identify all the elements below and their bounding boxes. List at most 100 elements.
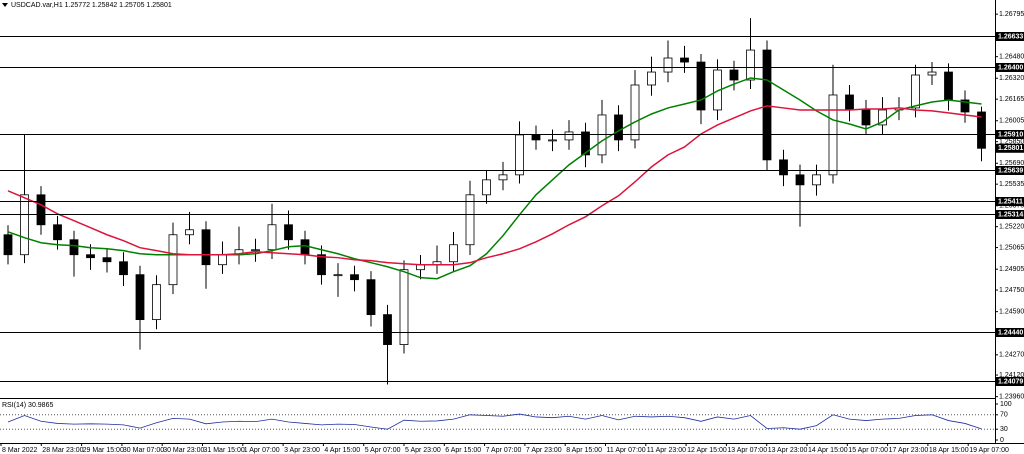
candle-body	[20, 194, 29, 256]
y-tick-label: 1.23960	[999, 393, 1024, 400]
y-tick-label: 1.26320	[999, 75, 1024, 82]
candle-body	[878, 109, 887, 126]
candle-body	[944, 71, 953, 101]
candle-body	[482, 179, 491, 196]
x-tick-label: 7 Apr 23:00	[526, 447, 562, 454]
level-label-box	[996, 328, 1024, 337]
x-tick-label: 1 Apr 07:00	[244, 447, 280, 454]
x-tick-label: 18 Apr 15:00	[929, 447, 969, 454]
level-label-box	[996, 130, 1024, 139]
candle-body	[812, 174, 821, 186]
candle-body	[86, 254, 95, 259]
candle-body	[498, 174, 508, 181]
candle-body	[300, 239, 310, 256]
x-tick-label: 11 Apr 07:00	[607, 447, 646, 454]
candle-body	[3, 234, 13, 256]
rsi-title: RSI(14) 30.9865	[2, 402, 53, 409]
level-label-box	[996, 166, 1024, 175]
y-tick-label: 100	[1000, 401, 1012, 408]
candle-body	[845, 94, 854, 111]
candle-body	[927, 71, 937, 76]
level-label-box	[996, 210, 1024, 219]
x-tick-label: 17 Apr 23:00	[889, 447, 929, 454]
x-tick-label: 31 Mar 15:00	[204, 447, 245, 454]
x-tick-label: 4 Apr 15:00	[324, 447, 360, 454]
menu-icon[interactable]	[2, 3, 8, 7]
y-tick-label: 1.25850	[999, 139, 1024, 146]
candle-body	[680, 57, 689, 63]
candle-body	[861, 109, 871, 126]
rsi-line	[7, 413, 982, 430]
candle-body	[383, 314, 392, 345]
candle-body	[531, 134, 541, 141]
candle-body	[630, 84, 640, 141]
candle-body	[333, 274, 343, 277]
level-label: 1.25411	[998, 198, 1023, 205]
moving-average	[7, 77, 982, 280]
candle-body	[960, 99, 970, 113]
candle-body	[614, 114, 623, 141]
candle-body	[152, 284, 161, 321]
y-tick-label: 1.24270	[999, 352, 1024, 359]
level-label: 1.25314	[998, 211, 1023, 218]
level-label: 1.25910	[998, 131, 1023, 138]
y-tick-label: 1.24120	[999, 372, 1024, 379]
candle-body	[663, 57, 673, 73]
candle-body	[729, 69, 739, 81]
candle-body	[69, 239, 79, 256]
last-price-box	[996, 143, 1024, 153]
x-tick-label: 8 Apr 15:00	[566, 447, 602, 454]
level-label-box	[996, 63, 1024, 72]
x-tick-label: 13 Apr 23:00	[768, 447, 808, 454]
y-tick-label: 1.26795	[999, 11, 1024, 18]
candle-body	[119, 261, 128, 276]
x-tick-label: 14 Apr 15:00	[808, 447, 848, 454]
candle-body	[267, 224, 277, 251]
candle-body	[746, 49, 755, 81]
y-tick-label: 1.25375	[999, 203, 1024, 210]
candle-body	[779, 159, 788, 176]
candle-body	[350, 274, 359, 281]
y-tick-label: 1.25220	[999, 224, 1024, 231]
candle-body	[399, 269, 409, 345]
level-label-box	[996, 197, 1024, 206]
y-tick-label: 0	[1000, 437, 1004, 444]
x-tick-label: 3 Apr 23:00	[284, 447, 320, 454]
level-label-box	[996, 377, 1024, 386]
y-tick-label: 1.25535	[999, 181, 1024, 188]
y-tick-label: 1.25065	[999, 244, 1024, 251]
candle-body	[135, 274, 145, 321]
x-tick-label: 13 Apr 07:00	[727, 447, 767, 454]
candle-body	[36, 194, 46, 226]
candle-body	[696, 61, 706, 111]
moving-average	[7, 105, 982, 266]
candle-body	[515, 134, 524, 176]
candle-body	[548, 139, 557, 142]
x-tick-label: 30 Mar 07:00	[123, 447, 164, 454]
y-tick-label: 30	[1000, 426, 1008, 433]
x-tick-label: 15 Apr 07:00	[848, 447, 888, 454]
candle-body	[366, 279, 376, 316]
x-tick-label: 30 Mar 23:00	[163, 447, 204, 454]
y-tick-label: 1.26480	[999, 54, 1024, 61]
level-label: 1.26633	[998, 33, 1023, 40]
candle-body	[102, 257, 112, 263]
candle-body	[911, 74, 920, 109]
x-tick-label: 19 Apr 07:00	[969, 447, 1009, 454]
candle-body	[465, 194, 475, 246]
y-tick-label: 1.25690	[999, 160, 1024, 167]
y-tick-label: 70	[1000, 412, 1008, 419]
candle-body	[251, 249, 260, 252]
candle-body	[317, 254, 326, 276]
x-tick-label: 29 Mar 15:00	[83, 447, 124, 454]
y-tick-label: 1.24750	[999, 287, 1024, 294]
candle-body	[449, 244, 458, 263]
level-label: 1.26400	[998, 64, 1023, 71]
x-tick-label: 5 Apr 23:00	[405, 447, 441, 454]
y-tick-label: 1.26005	[999, 118, 1024, 125]
level-label: 1.24079	[998, 378, 1023, 385]
y-tick-label: 1.24905	[999, 266, 1024, 273]
x-tick-label: 12 Apr 15:00	[687, 447, 727, 454]
